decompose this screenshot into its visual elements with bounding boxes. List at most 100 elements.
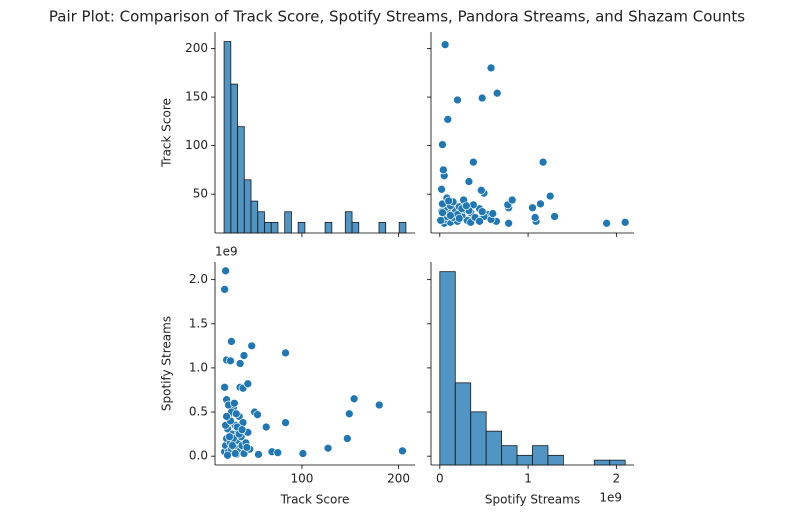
scatter-point bbox=[237, 425, 247, 435]
scatter-point bbox=[550, 212, 559, 221]
hist-bar bbox=[454, 382, 472, 466]
hist-bar bbox=[593, 459, 611, 466]
scatter-point bbox=[475, 216, 484, 226]
scatter-point bbox=[254, 450, 263, 459]
scatter-point bbox=[221, 266, 230, 276]
scatter-point bbox=[446, 211, 455, 220]
hist-bar bbox=[324, 221, 333, 234]
scatter-point bbox=[602, 218, 611, 228]
scatter-point bbox=[228, 441, 237, 450]
scatter-point bbox=[398, 446, 407, 456]
hist-bar bbox=[230, 83, 238, 234]
hist-bar bbox=[297, 221, 306, 234]
y-tick-label: 0.0 bbox=[189, 449, 208, 463]
scatter-point bbox=[227, 337, 236, 346]
offset-label: 1e9 bbox=[215, 245, 238, 259]
hist-bar bbox=[532, 445, 549, 466]
hist-bar bbox=[237, 126, 245, 234]
y-tick-label: 100 bbox=[185, 138, 208, 152]
y-axis-label: Spotify Streams bbox=[160, 316, 174, 411]
scatter-point bbox=[507, 195, 517, 205]
hist-bar bbox=[609, 459, 626, 466]
hist-bar bbox=[547, 454, 564, 466]
scatter-point bbox=[223, 450, 232, 460]
scatter-point bbox=[222, 412, 231, 421]
hist-bar bbox=[243, 179, 252, 234]
scatter-point bbox=[437, 184, 446, 194]
scatter-point bbox=[476, 185, 486, 195]
scatter-point bbox=[349, 394, 359, 404]
scatter-point bbox=[281, 348, 290, 358]
scatter-point bbox=[486, 63, 496, 73]
scatter-point bbox=[620, 217, 630, 227]
hist-bar bbox=[439, 271, 456, 466]
y-axis-label: Track Score bbox=[160, 98, 174, 168]
scatter-point bbox=[504, 218, 514, 228]
scatter-point bbox=[528, 203, 537, 213]
hist-bar bbox=[284, 211, 292, 234]
hist-bar bbox=[344, 211, 353, 234]
scatter-point bbox=[436, 216, 446, 225]
y-tick-label: 2.0 bbox=[189, 272, 208, 286]
y-tick-label: 1.0 bbox=[189, 360, 208, 374]
x-tick-label: 0 bbox=[436, 472, 444, 486]
figure-title: Pair Plot: Comparison of Track Score, Sp… bbox=[49, 8, 745, 26]
offset-label: 1e9 bbox=[599, 491, 622, 505]
scatter-point bbox=[469, 157, 478, 167]
y-tick-label: 1.5 bbox=[189, 316, 208, 330]
scatter-point bbox=[343, 434, 352, 443]
scatter-point bbox=[438, 208, 447, 217]
scatter-point bbox=[261, 422, 271, 432]
scatter-point bbox=[453, 95, 462, 105]
scatter-point bbox=[492, 88, 502, 98]
scatter-point bbox=[477, 207, 487, 216]
x-tick-label: 1 bbox=[524, 472, 532, 486]
y-tick-label: 0.5 bbox=[189, 405, 208, 419]
scatter-point bbox=[243, 379, 253, 389]
scatter-point bbox=[477, 93, 487, 103]
hist-bar bbox=[264, 221, 272, 234]
x-tick-label: 200 bbox=[387, 472, 410, 486]
x-axis-label: Track Score bbox=[280, 493, 350, 507]
scatter-point bbox=[229, 398, 239, 408]
hist-bar bbox=[257, 211, 265, 234]
x-axis-label: Spotify Streams bbox=[485, 493, 580, 507]
hist-bar bbox=[250, 200, 259, 234]
scatter-point bbox=[231, 409, 241, 419]
scatter-point bbox=[344, 409, 354, 419]
scatter-point bbox=[454, 214, 464, 223]
scatter-point bbox=[226, 356, 235, 366]
scatter-point bbox=[220, 382, 230, 392]
scatter-point bbox=[439, 165, 448, 175]
scatter-point bbox=[230, 449, 240, 458]
scatter-point bbox=[464, 177, 474, 186]
scatter-point bbox=[235, 359, 245, 368]
scatter-point bbox=[444, 196, 454, 206]
x-tick-label: 100 bbox=[291, 472, 314, 486]
hist-bar bbox=[398, 221, 407, 234]
scatter-point bbox=[242, 442, 252, 452]
hist-bar bbox=[501, 445, 518, 466]
x-tick-label: 2 bbox=[613, 472, 621, 486]
hist-bar bbox=[378, 221, 387, 234]
scatter-point bbox=[438, 140, 447, 149]
hist-bar bbox=[223, 41, 232, 234]
y-tick-label: 150 bbox=[185, 90, 208, 104]
scatter-point bbox=[247, 341, 257, 351]
scatter-point bbox=[374, 400, 384, 410]
scatter-point bbox=[225, 432, 234, 442]
hist-bar bbox=[470, 411, 487, 466]
scatter-point bbox=[220, 285, 230, 294]
scatter-point bbox=[273, 448, 283, 457]
scatter-point bbox=[443, 115, 453, 124]
scatter-point bbox=[488, 209, 498, 218]
y-tick-label: 200 bbox=[185, 41, 208, 55]
scatter-point bbox=[545, 191, 555, 201]
hist-bar bbox=[516, 454, 533, 466]
scatter-point bbox=[530, 213, 540, 222]
scatter-point bbox=[323, 443, 333, 453]
scatter-point bbox=[461, 201, 471, 211]
hist-bar bbox=[270, 221, 279, 234]
scatter-point bbox=[538, 157, 548, 167]
